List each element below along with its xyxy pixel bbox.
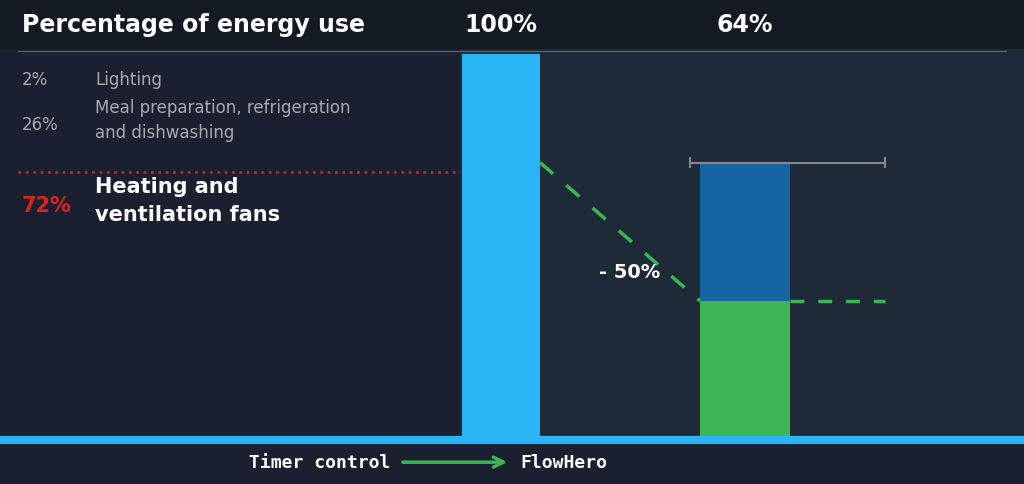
Bar — [462, 55, 540, 440]
Text: Heating and
ventilation fans: Heating and ventilation fans — [95, 176, 281, 224]
Text: 72%: 72% — [22, 195, 72, 215]
Bar — [700, 302, 790, 440]
Text: Timer control: Timer control — [249, 453, 390, 471]
Text: - 50%: - 50% — [599, 263, 660, 282]
Bar — [0, 0, 460, 440]
Text: Lighting: Lighting — [95, 71, 162, 89]
Text: 100%: 100% — [465, 13, 538, 37]
Text: FlowHero: FlowHero — [520, 453, 607, 471]
Bar — [0, 0, 1024, 50]
Bar — [460, 0, 1024, 440]
Text: Meal preparation, refrigeration
and dishwashing: Meal preparation, refrigeration and dish… — [95, 99, 350, 142]
Text: 2%: 2% — [22, 71, 48, 89]
Text: Percentage of energy use: Percentage of energy use — [22, 13, 365, 37]
Text: 64%: 64% — [717, 13, 773, 37]
Bar — [700, 163, 790, 302]
Text: 26%: 26% — [22, 116, 58, 134]
